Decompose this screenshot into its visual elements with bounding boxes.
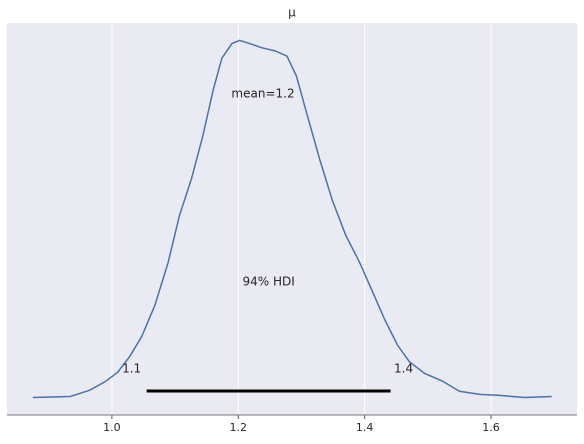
hdi-label: 94% HDI bbox=[242, 275, 294, 289]
hdi-value-label: 1.4 bbox=[394, 362, 413, 376]
mean-label: mean=1.2 bbox=[231, 87, 294, 101]
x-tick-label: 1.0 bbox=[103, 421, 121, 434]
plot-area bbox=[7, 23, 577, 415]
density-line bbox=[32, 39, 552, 399]
x-tick-label: 1.6 bbox=[482, 421, 500, 434]
hdi-value-label: 1.1 bbox=[122, 362, 141, 376]
x-tick-label: 1.4 bbox=[356, 421, 374, 434]
x-tick-label: 1.2 bbox=[230, 421, 248, 434]
chart-title: μ bbox=[288, 6, 296, 20]
